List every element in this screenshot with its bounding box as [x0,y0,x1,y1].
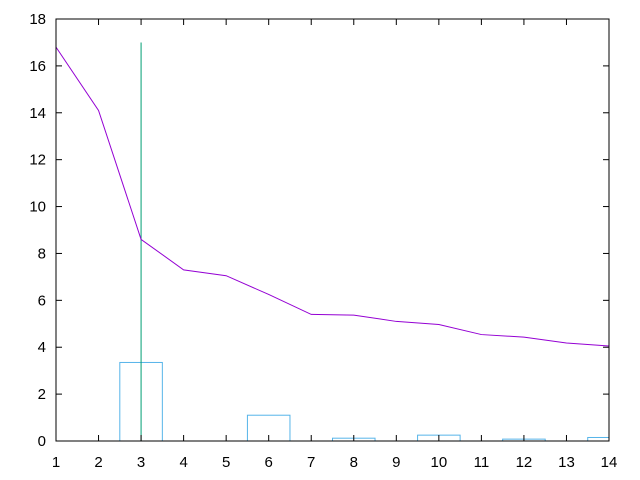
y-tick-label: 18 [29,11,46,28]
bar [587,436,609,441]
x-tick-label: 6 [265,454,273,471]
x-tick-label: 1 [52,454,60,471]
y-tick-label: 10 [29,199,46,216]
x-tick-label: 4 [179,454,187,471]
x-tick-label: 8 [350,454,358,471]
bar [246,414,291,441]
plot-frame [55,18,610,442]
x-tick-label: 3 [137,454,145,471]
y-tick-label: 16 [29,58,46,75]
y-tick-label: 4 [38,339,46,356]
x-tick-label: 11 [474,454,490,471]
x-tick-label: 12 [516,454,533,471]
y-tick-label: 6 [38,292,46,309]
y-tick-label: 8 [38,245,46,262]
x-tick-label: 2 [94,454,102,471]
y-axis: 0 2 4 6 8 10 12 14 16 18 [29,11,609,450]
x-tick-label: 7 [307,454,315,471]
x-tick-label: 5 [222,454,230,471]
y-tick-label: 0 [38,433,46,450]
line-path [55,46,610,347]
y-tick-label: 14 [29,105,46,122]
x-tick-label: 9 [392,454,400,471]
x-tick-label: 14 [601,454,618,471]
x-tick-label: 10 [431,454,448,471]
bar-series [119,361,609,441]
y-tick-label: 2 [38,386,46,403]
line-series [55,46,610,347]
x-axis: 1 2 3 4 5 6 7 8 9 10 11 12 13 14 [52,19,618,471]
y-tick-label: 12 [29,152,46,169]
x-tick-label: 13 [558,454,575,471]
